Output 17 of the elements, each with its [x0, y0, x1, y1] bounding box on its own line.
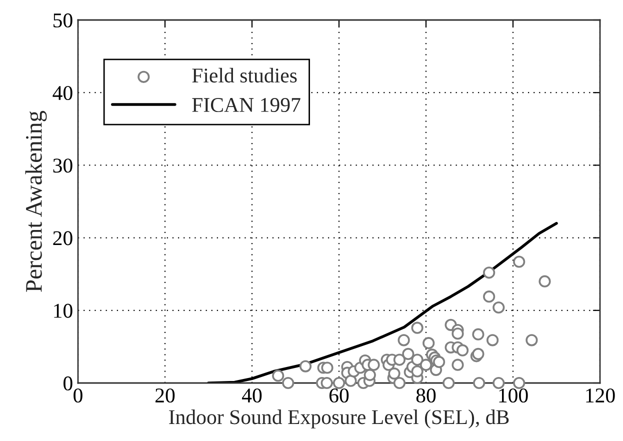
y-tick-label: 50 [54, 13, 72, 28]
x-axis-title: Indoor Sound Exposure Level (SEL), dB [169, 410, 509, 428]
x-tick-label: 100 [499, 388, 528, 403]
y-tick-label: 20 [53, 231, 72, 246]
x-tick-label: 60 [329, 388, 349, 403]
legend-label: Field studies [192, 68, 297, 83]
x-tick-label: 40 [242, 388, 262, 403]
y-tick-label: 10 [54, 304, 72, 318]
x-tick-label: 0 [74, 388, 82, 403]
x-tick-label: 80 [416, 388, 436, 403]
y-tick-label: 40 [52, 86, 72, 100]
y-axis-title: Percent Awakening [25, 110, 47, 292]
y-tick-label: 30 [53, 158, 72, 173]
y-tick-label: 0 [64, 376, 72, 390]
x-tick-label: 120 [586, 388, 615, 403]
legend-label: FICAN 1997 [192, 98, 300, 112]
x-tick-label: 20 [156, 388, 175, 403]
